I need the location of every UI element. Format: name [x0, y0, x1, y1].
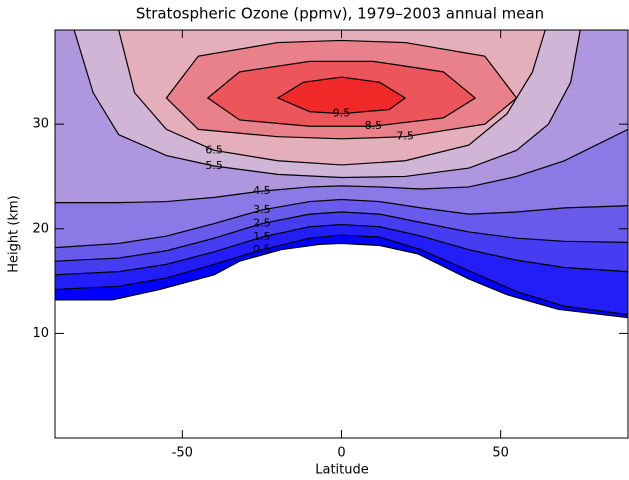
y-axis-label: Height (km)	[7, 195, 22, 272]
contour-label: 9.5	[333, 107, 351, 120]
chart-title: Stratospheric Ozone (ppmv), 1979–2003 an…	[136, 5, 544, 23]
contour-label: 7.5	[396, 130, 414, 143]
contour-line	[55, 128, 628, 204]
y-tick-label: 10	[32, 326, 49, 341]
contour-line	[55, 198, 628, 249]
contour-fill	[277, 77, 406, 114]
x-tick-label: 50	[492, 446, 509, 461]
contour-label: 4.5	[253, 184, 271, 197]
contour-line	[55, 223, 628, 276]
x-axis-label: Latitude	[315, 463, 369, 478]
contour-label: 5.5	[205, 159, 223, 172]
contour-label: 0.5	[253, 243, 271, 256]
y-tick-label: 30	[32, 117, 49, 132]
contour-label: 8.5	[365, 119, 383, 132]
x-tick-label: 0	[337, 446, 345, 461]
contour-label: 1.5	[253, 230, 271, 243]
contour-line	[276, 76, 407, 115]
boundary-line	[55, 242, 628, 319]
y-tick-label: 20	[32, 221, 49, 236]
contour-line	[73, 30, 581, 179]
contour-label: 3.5	[253, 203, 271, 216]
contour-line	[118, 30, 546, 166]
plot-area: 0.51.52.53.5 4.5 5.5 6.5 7.5 8.5 9.5	[55, 30, 628, 319]
contour-line	[55, 211, 628, 262]
x-tick-label: -50	[172, 446, 193, 461]
contour-label: 2.5	[253, 217, 271, 230]
contour-line	[206, 60, 477, 127]
contour-line	[165, 39, 518, 140]
contour-line	[55, 234, 628, 316]
contour-label: 6.5	[205, 143, 223, 156]
